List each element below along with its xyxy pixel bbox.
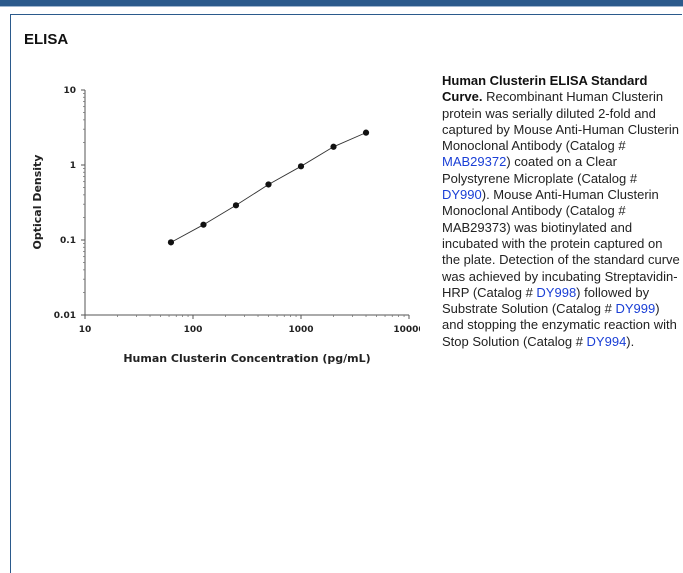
catalog-link-dy999[interactable]: DY999 (615, 301, 656, 317)
standard-curve-chart: 0.01 0.1 1 10 10 100 1000 10000 Optical Densit… (31, 86, 420, 365)
catalog-link-mab29372[interactable]: MAB29372 (442, 154, 507, 170)
caption-text-5: ) and stopping the enzymatic reaction wi… (442, 301, 677, 349)
chart-axes (84, 90, 409, 316)
x-tick-label: 1000 (288, 325, 313, 335)
top-accent-line (0, 6, 683, 7)
caption-text-2: ) coated on a Clear Polystyrene Micropla… (442, 154, 638, 186)
data-point (362, 129, 370, 136)
x-tick-label: 100 (184, 325, 203, 335)
figure-caption: Human Clusterin ELISA Standard Curve. Re… (442, 73, 680, 350)
x-tick-label: 10000 (393, 325, 420, 335)
x-axis-title: Human Clusterin Concentration (pg/mL) (123, 352, 370, 365)
data-point (200, 221, 207, 228)
data-point (330, 143, 337, 150)
x-axis-ticks: 10 100 1000 10000 (79, 315, 420, 335)
content-panel (10, 14, 682, 573)
caption-text-3: ). Mouse Anti-Human Clusterin Monoclonal… (442, 187, 680, 300)
data-point (232, 202, 240, 209)
caption-title: Human Clusterin ELISA Standard Curve. (442, 73, 648, 105)
caption-text-1: Recombinant Human Clusterin protein was … (442, 89, 680, 154)
y-tick-label: 0.1 (60, 236, 76, 246)
data-point (167, 239, 175, 246)
section-title: ELISA (24, 31, 69, 48)
catalog-link-dy998[interactable]: DY998 (536, 284, 577, 300)
catalog-link-dy990[interactable]: DY990 (442, 187, 482, 203)
y-tick-label: 0.01 (54, 311, 76, 321)
y-tick-label: 1 (70, 161, 76, 171)
caption-text-4: ) followed by Substrate Solution (Catalo… (442, 284, 650, 317)
data-point (297, 163, 305, 170)
data-points (167, 129, 370, 246)
top-accent-bar (0, 0, 683, 6)
caption-text-6: ). (626, 333, 635, 349)
y-axis-title: Optical Density (31, 155, 44, 250)
y-tick-label: 10 (63, 86, 76, 96)
catalog-link-dy994[interactable]: DY994 (586, 333, 627, 349)
y-axis-ticks: 0.01 0.1 1 10 (54, 86, 85, 321)
data-point (265, 181, 272, 188)
x-tick-label: 10 (79, 325, 92, 335)
